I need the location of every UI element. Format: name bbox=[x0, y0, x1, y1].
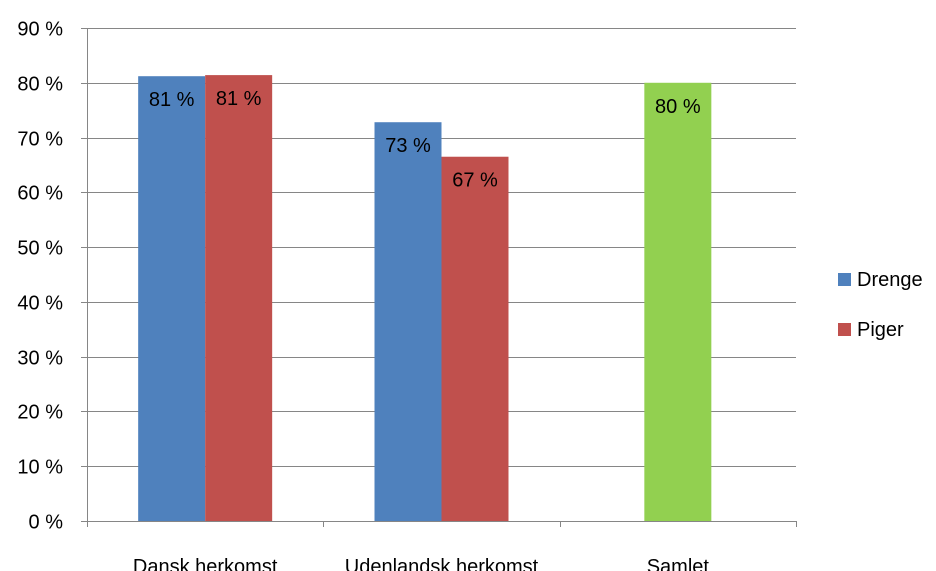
bars bbox=[138, 75, 712, 522]
y-tick-label: 90 % bbox=[17, 19, 63, 41]
y-tick-label: 30 % bbox=[17, 348, 63, 370]
legend-swatch-piger bbox=[838, 323, 851, 336]
legend-swatch-drenge bbox=[838, 273, 851, 286]
data-label: 80 % bbox=[655, 96, 701, 118]
data-label: 67 % bbox=[452, 170, 498, 192]
y-tick-label: 80 % bbox=[17, 74, 63, 96]
x-category-label: Dansk herkomst bbox=[133, 556, 278, 571]
y-tick-label: 40 % bbox=[17, 293, 63, 315]
y-tick-label: 0 % bbox=[29, 512, 64, 534]
legend-label-piger: Piger bbox=[857, 319, 904, 341]
x-category-label: Udenlandsk herkomst bbox=[345, 556, 539, 571]
data-label: 73 % bbox=[385, 135, 431, 157]
bar-piger-1 bbox=[441, 156, 509, 521]
data-label: 81 % bbox=[149, 89, 195, 111]
y-axis: 0 % 10 % 20 % 30 % 40 % 50 % 60 % 70 % 80 % 90 % bbox=[17, 19, 88, 534]
y-tick-label: 70 % bbox=[17, 129, 63, 151]
y-tick-label: 10 % bbox=[17, 457, 63, 479]
bar-drenge-0 bbox=[138, 76, 206, 522]
data-labels: 81 % 81 % 73 % 67 % 80 % bbox=[149, 88, 701, 192]
legend: Drenge Piger bbox=[838, 269, 923, 341]
bar-piger-0 bbox=[205, 75, 273, 521]
bar-samlet-2 bbox=[644, 82, 712, 522]
y-tick-label: 60 % bbox=[17, 183, 63, 205]
x-axis: Dansk herkomst Udenlandsk herkomst Samlet bbox=[87, 521, 797, 571]
data-label: 81 % bbox=[216, 88, 262, 110]
x-category-label: Samlet bbox=[647, 556, 710, 571]
y-tick-label: 50 % bbox=[17, 238, 63, 260]
legend-label-drenge: Drenge bbox=[857, 269, 923, 291]
bar-drenge-1 bbox=[374, 122, 442, 522]
y-tick-label: 20 % bbox=[17, 402, 63, 424]
